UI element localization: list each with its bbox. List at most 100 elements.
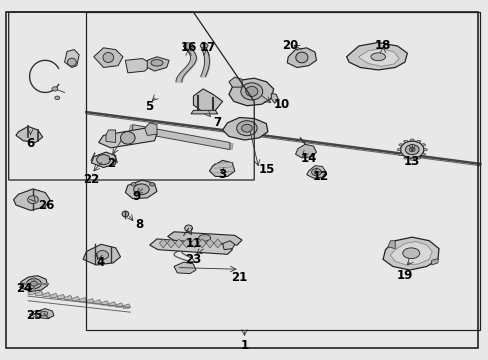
Text: 18: 18 (374, 39, 390, 52)
Text: 11: 11 (185, 237, 201, 250)
Polygon shape (228, 78, 273, 106)
Ellipse shape (408, 148, 414, 152)
Ellipse shape (200, 43, 207, 48)
Polygon shape (64, 296, 72, 300)
Polygon shape (101, 301, 108, 305)
Text: 6: 6 (26, 137, 35, 150)
Ellipse shape (133, 184, 149, 195)
Text: 21: 21 (231, 271, 247, 284)
Polygon shape (21, 276, 47, 292)
Ellipse shape (97, 155, 110, 165)
Text: 1: 1 (240, 339, 248, 352)
Polygon shape (174, 262, 196, 274)
Polygon shape (149, 239, 232, 254)
Ellipse shape (41, 311, 48, 316)
Polygon shape (209, 160, 234, 176)
Ellipse shape (423, 149, 427, 151)
Polygon shape (14, 189, 50, 210)
Polygon shape (190, 239, 198, 248)
Text: 12: 12 (312, 170, 328, 183)
Text: 25: 25 (26, 309, 42, 322)
Ellipse shape (416, 140, 420, 142)
Ellipse shape (398, 153, 402, 156)
Polygon shape (167, 232, 242, 245)
Ellipse shape (122, 211, 128, 217)
Text: 17: 17 (200, 41, 216, 54)
Ellipse shape (421, 144, 425, 146)
Ellipse shape (421, 153, 425, 156)
Polygon shape (125, 180, 157, 199)
Ellipse shape (27, 279, 41, 289)
Ellipse shape (400, 141, 423, 158)
Text: 4: 4 (96, 256, 104, 269)
Polygon shape (228, 77, 242, 87)
Polygon shape (287, 48, 316, 67)
Text: 14: 14 (300, 152, 316, 165)
Ellipse shape (245, 86, 257, 96)
Polygon shape (191, 111, 217, 114)
Polygon shape (198, 239, 205, 248)
Polygon shape (389, 242, 431, 265)
Ellipse shape (55, 96, 60, 100)
Ellipse shape (184, 225, 192, 231)
Text: 20: 20 (282, 39, 298, 52)
Ellipse shape (398, 144, 402, 146)
Polygon shape (431, 258, 437, 265)
Polygon shape (213, 239, 221, 248)
Text: 19: 19 (396, 269, 412, 282)
Ellipse shape (183, 43, 193, 49)
Ellipse shape (403, 157, 407, 159)
Polygon shape (72, 296, 79, 301)
Polygon shape (42, 292, 50, 296)
Ellipse shape (30, 281, 37, 286)
Text: 22: 22 (83, 173, 99, 186)
Ellipse shape (241, 124, 252, 132)
Ellipse shape (131, 183, 136, 186)
Ellipse shape (370, 53, 385, 61)
Polygon shape (205, 239, 213, 248)
Polygon shape (222, 241, 234, 249)
Ellipse shape (311, 168, 321, 176)
Ellipse shape (409, 158, 413, 160)
Bar (86, 12, 479, 330)
Polygon shape (147, 57, 169, 71)
Polygon shape (94, 300, 101, 304)
Polygon shape (28, 290, 35, 294)
Polygon shape (271, 94, 278, 103)
Polygon shape (122, 304, 130, 308)
Polygon shape (35, 291, 42, 296)
Polygon shape (132, 125, 229, 150)
Ellipse shape (96, 251, 108, 260)
Ellipse shape (236, 121, 257, 136)
Polygon shape (50, 293, 57, 297)
Polygon shape (144, 123, 157, 135)
Ellipse shape (149, 183, 154, 186)
Polygon shape (83, 244, 120, 265)
Ellipse shape (402, 248, 419, 258)
Text: 13: 13 (403, 155, 420, 168)
Text: 24: 24 (16, 283, 32, 296)
Text: 3: 3 (217, 168, 225, 181)
Polygon shape (86, 298, 94, 303)
Polygon shape (167, 239, 175, 248)
Polygon shape (295, 144, 316, 158)
Polygon shape (175, 239, 183, 248)
Text: 16: 16 (180, 41, 196, 54)
Polygon shape (91, 152, 116, 167)
Ellipse shape (403, 140, 407, 142)
Ellipse shape (28, 196, 38, 203)
Polygon shape (64, 50, 79, 67)
Ellipse shape (198, 235, 210, 241)
Ellipse shape (103, 53, 114, 63)
Polygon shape (222, 117, 267, 140)
Polygon shape (106, 130, 116, 143)
Ellipse shape (67, 58, 76, 66)
Polygon shape (306, 166, 325, 178)
Text: 23: 23 (185, 253, 201, 266)
Polygon shape (94, 48, 122, 67)
Polygon shape (387, 241, 394, 249)
Polygon shape (125, 59, 152, 73)
Ellipse shape (295, 52, 307, 63)
Text: 9: 9 (132, 190, 141, 203)
Polygon shape (193, 89, 222, 112)
